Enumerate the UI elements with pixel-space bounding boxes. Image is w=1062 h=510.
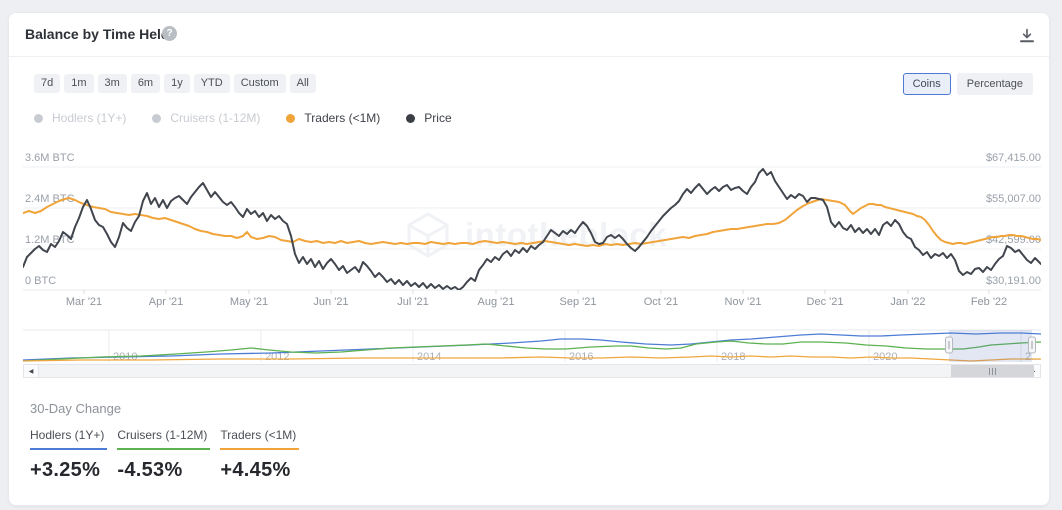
navigator-handle-left[interactable] (945, 336, 953, 354)
chart-canvas: 3.6M BTC $67,415.00 2.4M BTC $55,007.00 1.2M… (22, 152, 1042, 363)
thirty-day-columns: Hodlers (1Y+) +3.25% Cruisers (1-12M) -4.53… (30, 428, 300, 482)
range-button-1y[interactable]: 1y (164, 74, 190, 93)
change-value: -4.53% (117, 459, 183, 481)
scrollbar-track[interactable] (39, 365, 1034, 377)
navigator-handle-right[interactable] (1028, 336, 1036, 354)
navigator-scrollbar[interactable]: ◀ ▶ (23, 364, 1041, 378)
card-header: Balance by Time Held ? (9, 13, 1049, 57)
legend-label: Traders (<1M) (304, 111, 381, 125)
intotheblock-watermark: intotheblock (405, 211, 667, 259)
thirty-day-change-title: 30-Day Change (30, 401, 122, 416)
chart-legend: Hodlers (1Y+) Cruisers (1-12M) Traders (<1… (34, 111, 452, 125)
legend-dot-icon (34, 113, 43, 123)
legend-dot-icon (406, 113, 416, 123)
legend-item-traders-1m[interactable]: Traders (<1M) (286, 111, 380, 125)
navigator-line-cruisers-1-12m (22, 340, 1042, 362)
navigator-year-label: 2020 (873, 351, 897, 363)
watermark-text: intotheblock (465, 216, 668, 253)
navigator-year-label: 2016 (569, 351, 593, 363)
series-group (23, 168, 1041, 290)
range-button-7d[interactable]: 7d (34, 74, 61, 93)
scrollbar-grip (995, 367, 996, 375)
card-title: Balance by Time Held (25, 26, 170, 42)
scrollbar-thumb[interactable] (951, 365, 1034, 377)
unit-toggle-coins[interactable]: Coins (902, 73, 951, 95)
range-button-ytd[interactable]: YTD (193, 74, 230, 93)
y-axis-label-left: 1.2M BTC (25, 234, 75, 246)
range-button-custom[interactable]: Custom (233, 74, 286, 93)
legend-item-cruisers-1-12m[interactable]: Cruisers (1-12M) (152, 111, 260, 125)
legend-label: Cruisers (1-12M) (170, 111, 261, 125)
help-icon[interactable]: ? (162, 26, 177, 41)
legend-label: Hodlers (1Y+) (52, 111, 127, 125)
x-axis-label: Sep '21 (560, 296, 597, 308)
range-button-all[interactable]: All (289, 74, 316, 93)
series-line-price (23, 168, 1041, 290)
x-axis-label: Jun '21 (313, 296, 348, 308)
change-column-cruisers-1-12m: Cruisers (1-12M) -4.53% (117, 428, 211, 482)
x-axis-label: Dec '21 (807, 296, 844, 308)
navigator-year-label: 2012 (265, 351, 289, 363)
x-axis-label: Nov '21 (725, 296, 762, 308)
change-column-hodlers-1y: Hodlers (1Y+) +3.25% (30, 428, 108, 482)
change-column-traders-1m: Traders (<1M) +4.45% (220, 428, 300, 482)
change-label: Traders (<1M) (220, 428, 300, 450)
navigator-line-traders-1m (22, 355, 1041, 362)
thirty-day-change-section: 30-Day Change Hodlers (1Y+) +3.25% Cruiser… (30, 401, 300, 482)
series-line-traders-1m (23, 197, 1041, 247)
change-value: +3.25% (30, 459, 101, 481)
range-button-1m[interactable]: 1m (64, 74, 94, 93)
navigator-year-label: 2014 (417, 351, 441, 363)
x-axis-label: Apr '21 (149, 296, 184, 308)
range-button-3m[interactable]: 3m (97, 74, 127, 93)
x-axis-label: Oct '21 (644, 296, 679, 308)
change-label: Cruisers (1-12M) (117, 428, 211, 450)
x-axis-label: Aug '21 (478, 296, 515, 308)
change-label: Hodlers (1Y+) (30, 428, 108, 450)
intotheblock-logo-icon (407, 212, 449, 258)
unit-toggle: Coins Percentage (902, 73, 1033, 95)
download-icon[interactable] (1019, 28, 1035, 44)
scrollbar-grip (989, 367, 990, 375)
balance-by-time-held-card: Balance by Time Held ? 7d 1m 3m 6m 1y YTD Cust… (8, 12, 1050, 506)
y-axis-label-right: $30,191.00 (986, 275, 1041, 287)
x-axis-label: May '21 (230, 296, 268, 308)
scrollbar-grip (992, 367, 993, 375)
legend-item-price[interactable]: Price (406, 111, 452, 125)
scrollbar-left-arrow-icon[interactable]: ◀ (24, 365, 39, 377)
x-axis-label: Feb '22 (971, 296, 1007, 308)
y-axis-label-left: 2.4M BTC (25, 193, 75, 205)
legend-label: Price (424, 111, 452, 125)
y-axis-label-left: 3.6M BTC (25, 152, 75, 164)
navigator-year-label: 2... (1025, 351, 1040, 363)
navigator-chart[interactable]: 2010 2012 2014 2016 2018 2020 2... (22, 329, 1042, 363)
x-axis-label: Jul '21 (397, 296, 428, 308)
change-value: +4.45% (220, 459, 291, 481)
download-icon-glyph (1020, 28, 1034, 43)
navigator-selection[interactable] (949, 330, 1032, 362)
x-axis-label: Mar '21 (66, 296, 102, 308)
unit-toggle-percentage[interactable]: Percentage (956, 73, 1033, 95)
main-chart[interactable]: 3.6M BTC $67,415.00 2.4M BTC $55,007.00 1.2M… (23, 152, 1041, 308)
legend-dot-icon (286, 113, 296, 123)
legend-dot-icon (152, 113, 162, 123)
navigator-line-hodlers-1y (22, 332, 1042, 361)
range-buttons: 7d 1m 3m 6m 1y YTD Custom All (34, 74, 316, 93)
legend-item-hodlers-1y[interactable]: Hodlers (1Y+) (34, 111, 126, 125)
x-axis-label: Jan '22 (890, 296, 925, 308)
y-axis-label-left: 0 BTC (25, 275, 56, 287)
range-button-6m[interactable]: 6m (130, 74, 161, 93)
y-axis-label-right: $55,007.00 (986, 193, 1041, 205)
y-axis-label-right: $67,415.00 (986, 152, 1041, 164)
